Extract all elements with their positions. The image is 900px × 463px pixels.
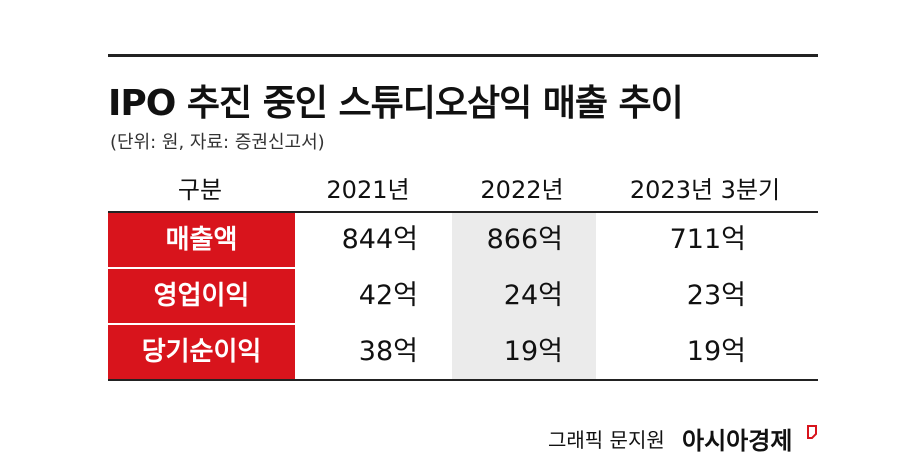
- cell-value: 866억: [486, 224, 563, 255]
- cell-value: 23억: [686, 280, 746, 311]
- subtitle: (단위: 원, 자료: 증권신고서): [110, 132, 325, 153]
- cell-value: 38억: [358, 336, 418, 367]
- column-header: 2023년 3분기: [629, 176, 781, 204]
- brand: 아시아경제: [682, 427, 793, 455]
- title: IPO 추진 중인 스튜디오삼익 매출 추이: [108, 83, 684, 124]
- row-label: 당기순이익: [108, 325, 295, 379]
- column-header: 2022년: [480, 176, 564, 204]
- cell-value: 19억: [503, 336, 563, 367]
- brand-icon: [807, 425, 817, 439]
- cell-value: 711억: [669, 224, 746, 255]
- column-header: 구분: [177, 176, 223, 204]
- cell-value: 42억: [358, 280, 418, 311]
- cell-value: 19억: [686, 336, 746, 367]
- bottom-rule: [108, 379, 818, 381]
- cell-value: 24억: [503, 280, 563, 311]
- credit: 그래픽 문지원: [548, 428, 665, 452]
- header-rule: [108, 211, 818, 213]
- column-highlight: [452, 212, 596, 380]
- row-label: 영업이익: [108, 269, 295, 323]
- row-label: 매출액: [108, 213, 295, 267]
- column-header: 2021년: [326, 176, 410, 204]
- cell-value: 844억: [341, 224, 418, 255]
- top-rule: [108, 54, 818, 57]
